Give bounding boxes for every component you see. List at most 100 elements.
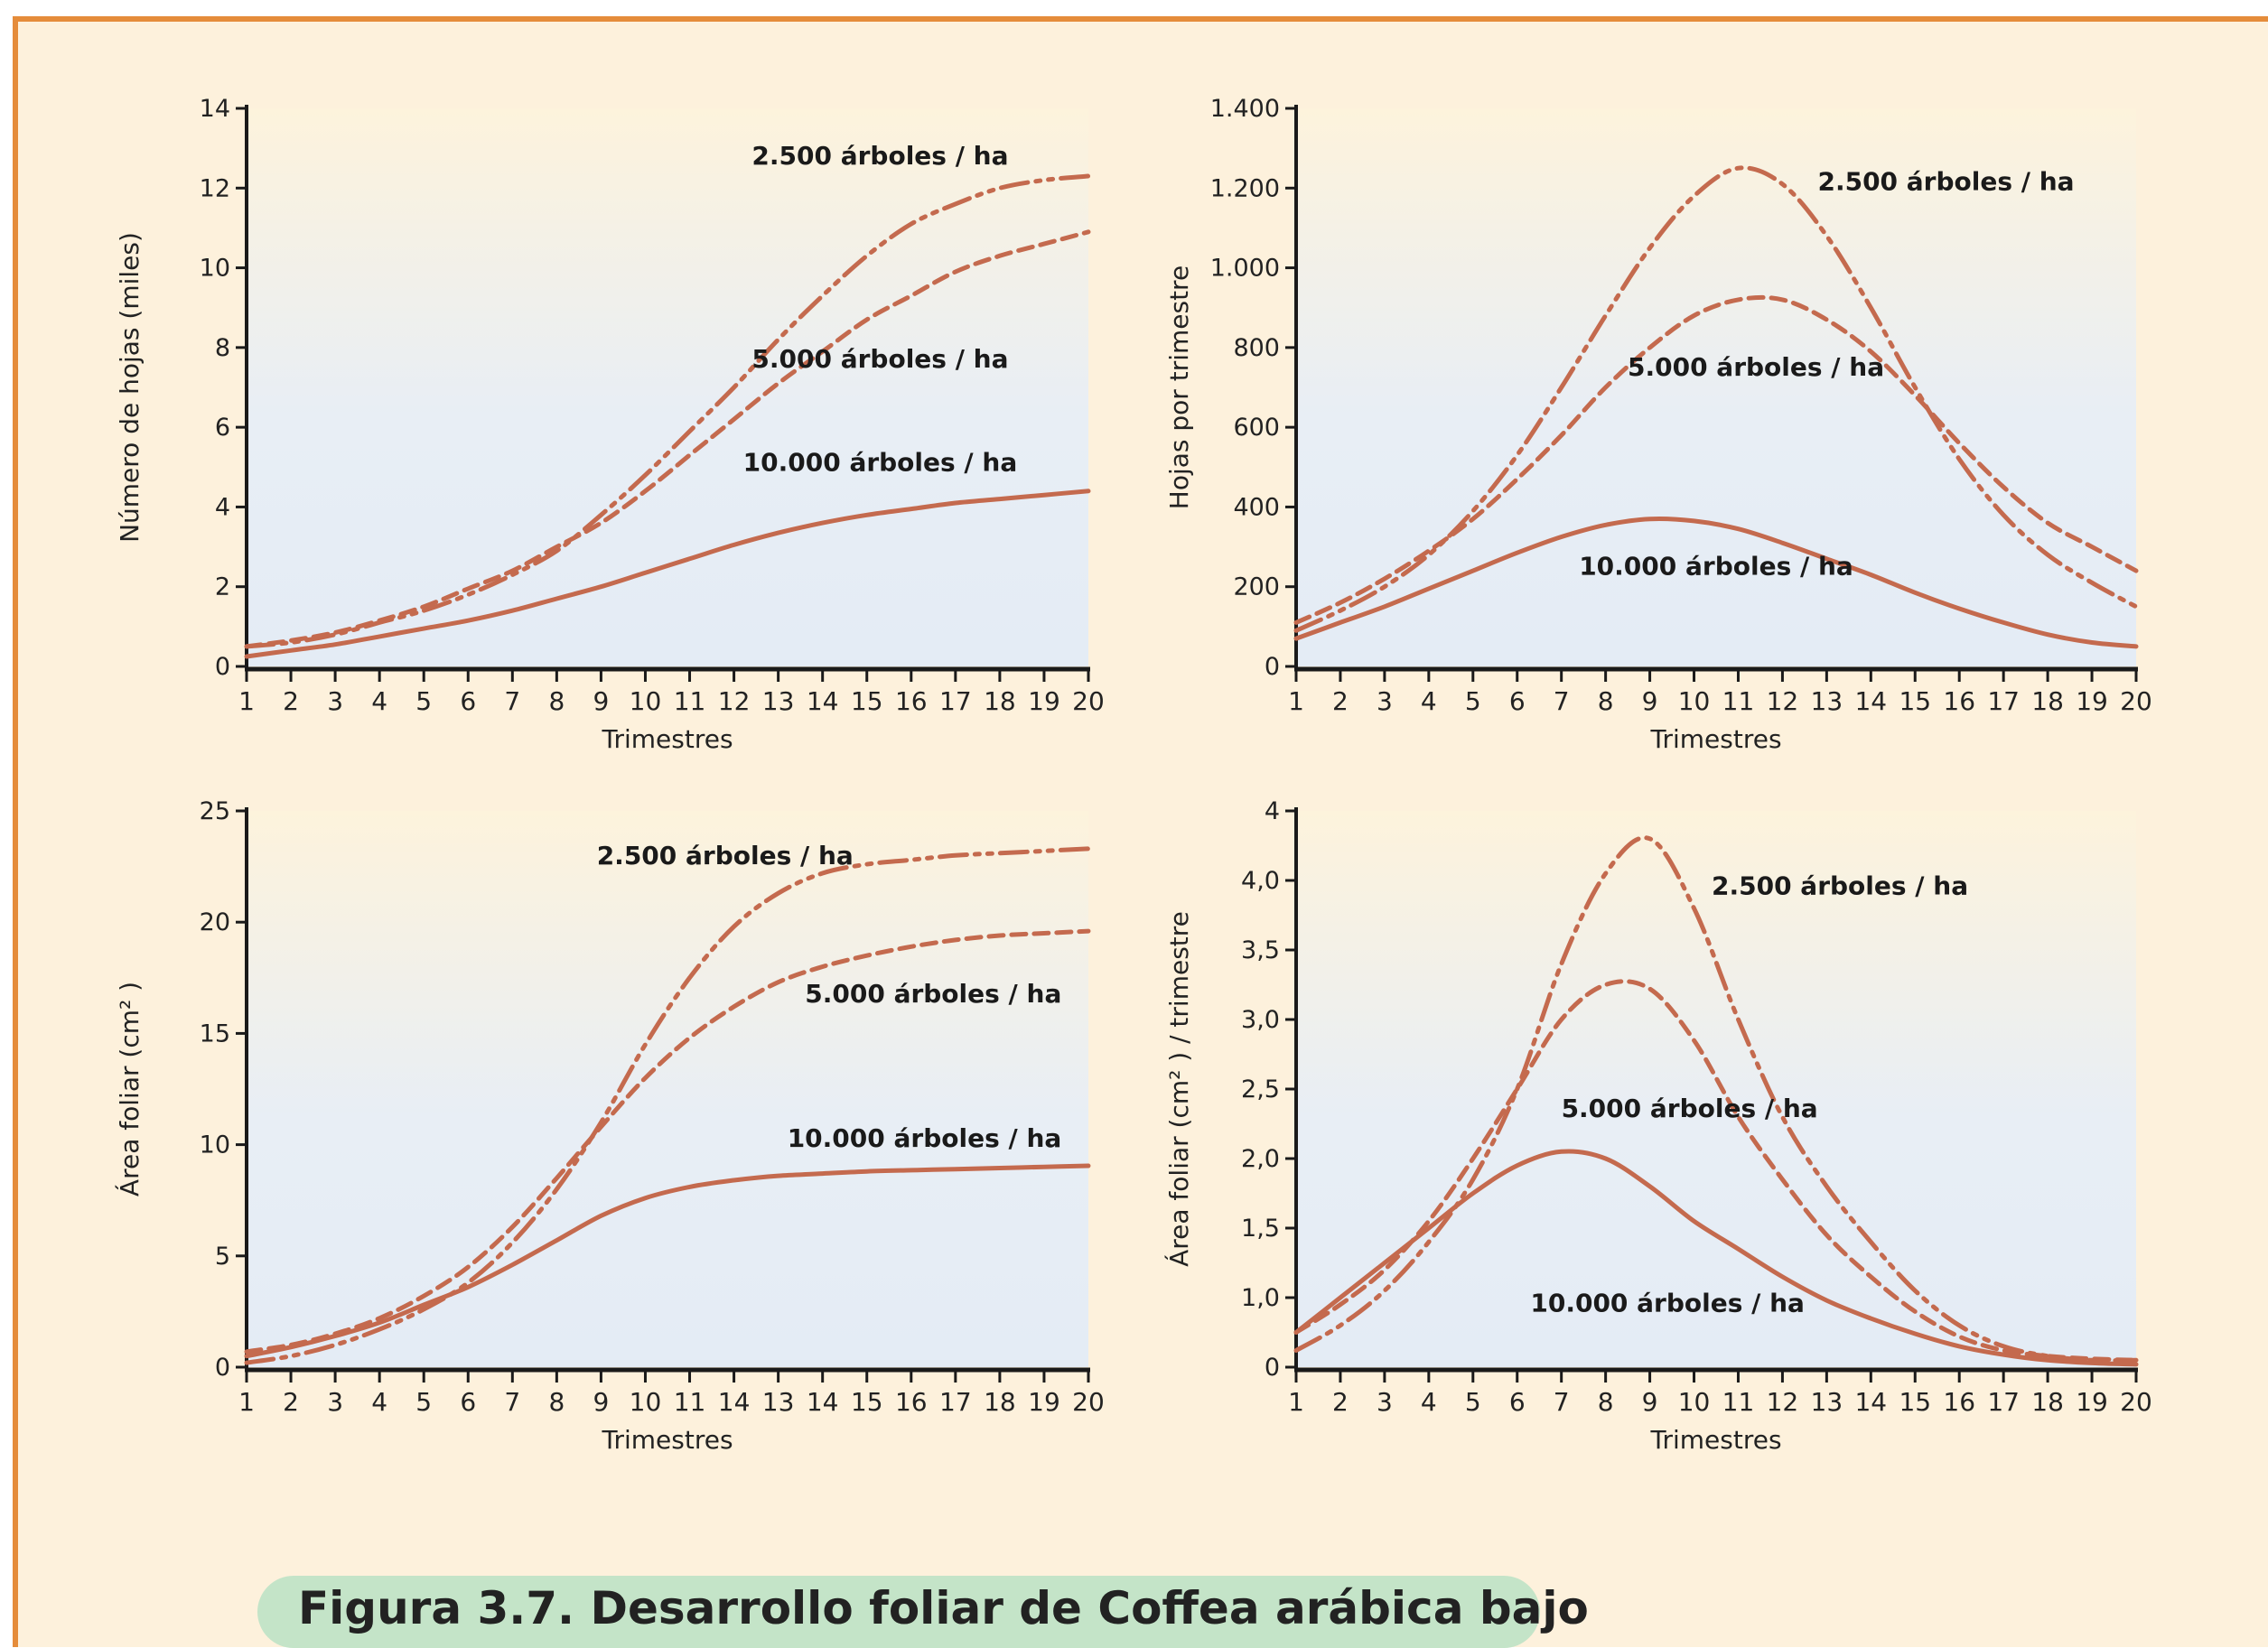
x-tick-label: 20 <box>2120 1387 2152 1417</box>
x-tick-label: 8 <box>548 686 565 716</box>
x-tick-label: 18 <box>2031 686 2064 716</box>
y-tick-label: 12 <box>200 174 230 202</box>
x-tick-label: 15 <box>1899 1387 1931 1417</box>
y-tick-label: 1.400 <box>1210 95 1280 123</box>
x-tick-label: 11 <box>1722 686 1755 716</box>
series-line <box>1293 979 2139 1363</box>
series-line <box>244 928 1091 1355</box>
x-tick-label: 1 <box>1288 686 1304 716</box>
series-label: 10.000 árboles / ha <box>743 448 1018 478</box>
y-tick-label: 10 <box>200 255 230 283</box>
series-label: 2.500 árboles / ha <box>751 141 1008 171</box>
y-tick-label: 0 <box>215 653 230 681</box>
x-tick-label: 12 <box>1767 686 1799 716</box>
y-tick-label: 25 <box>200 797 230 825</box>
x-tick-label: 20 <box>1072 1387 1105 1417</box>
figure-caption: Figura 3.7. Desarrollo foliar de Coffea … <box>298 1582 1589 1634</box>
y-axis-title: Área foliar (cm² ) / trimestre <box>1163 911 1194 1267</box>
series-line <box>1293 516 2139 649</box>
x-tick-label: 14 <box>1854 1387 1887 1417</box>
x-tick-label: 6 <box>1509 686 1526 716</box>
y-axis-title: Número de hojas (miles) <box>115 232 145 543</box>
x-tick-label: 16 <box>895 686 928 716</box>
series-line <box>244 229 1091 649</box>
x-tick-label: 11 <box>1722 1387 1755 1417</box>
x-tick-label: 18 <box>984 686 1016 716</box>
plot-area <box>247 811 1088 1367</box>
series-label: 5.000 árboles / ha <box>1562 1094 1818 1123</box>
x-tick-label: 4 <box>371 1387 387 1417</box>
y-tick-label: 15 <box>200 1020 230 1047</box>
x-tick-label: 1 <box>238 1387 255 1417</box>
y-tick-label: 600 <box>1233 414 1280 442</box>
x-tick-label: 20 <box>1072 686 1105 716</box>
x-tick-label: 4 <box>1421 1387 1437 1417</box>
x-tick-label: 6 <box>1509 1387 1526 1417</box>
x-tick-label: 14 <box>807 686 839 716</box>
series-line <box>1293 1149 2139 1367</box>
x-tick-label: 16 <box>895 1387 928 1417</box>
x-tick-label: 19 <box>2076 686 2108 716</box>
series-label: 2.500 árboles / ha <box>597 841 854 871</box>
x-tick-label: 14 <box>1854 686 1887 716</box>
x-tick-label: 18 <box>984 1387 1016 1417</box>
plot-area <box>247 108 1088 666</box>
x-tick-label: 3 <box>327 1387 343 1417</box>
x-tick-label: 2 <box>1332 686 1349 716</box>
x-tick-label: 3 <box>1377 1387 1393 1417</box>
x-tick-label: 13 <box>762 1387 795 1417</box>
x-tick-label: 11 <box>674 1387 706 1417</box>
x-tick-label: 6 <box>460 1387 476 1417</box>
x-tick-label: 13 <box>1811 1387 1843 1417</box>
x-tick-label: 7 <box>1554 1387 1570 1417</box>
x-tick-label: 8 <box>1598 686 1614 716</box>
x-tick-label: 9 <box>1642 1387 1658 1417</box>
y-tick-label: 3,5 <box>1241 936 1280 964</box>
x-tick-label: 15 <box>1899 686 1931 716</box>
y-tick-label: 5 <box>215 1243 230 1271</box>
x-tick-label: 17 <box>939 1387 972 1417</box>
y-tick-label: 4 <box>215 493 230 521</box>
x-tick-label: 9 <box>593 1387 610 1417</box>
plot-area <box>1296 108 2136 666</box>
x-tick-label: 10 <box>630 1387 662 1417</box>
y-tick-label: 3,0 <box>1241 1006 1280 1034</box>
series-label: 5.000 árboles / ha <box>1628 352 1884 382</box>
x-axis-title: Trimestres <box>1649 1425 1781 1455</box>
x-tick-label: 17 <box>939 686 972 716</box>
x-tick-label: 14 <box>718 1387 751 1417</box>
x-tick-label: 14 <box>807 1387 839 1417</box>
y-tick-label: 2,0 <box>1241 1145 1280 1173</box>
x-tick-label: 9 <box>1642 686 1658 716</box>
series-label: 10.000 árboles / ha <box>1530 1288 1805 1317</box>
y-tick-label: 10 <box>200 1131 230 1159</box>
x-tick-label: 1 <box>1288 1387 1304 1417</box>
x-tick-label: 16 <box>1943 1387 1975 1417</box>
y-tick-label: 1,5 <box>1241 1215 1280 1243</box>
y-tick-label: 0 <box>215 1354 230 1382</box>
x-tick-label: 13 <box>762 686 795 716</box>
x-tick-label: 13 <box>1811 686 1843 716</box>
series-label: 10.000 árboles / ha <box>1579 551 1853 581</box>
x-tick-label: 12 <box>718 686 751 716</box>
y-tick-label: 0 <box>1265 653 1280 681</box>
x-tick-label: 8 <box>1598 1387 1614 1417</box>
x-tick-label: 15 <box>851 1387 883 1417</box>
x-tick-label: 2 <box>283 686 299 716</box>
x-tick-label: 19 <box>1028 1387 1060 1417</box>
y-tick-label: 14 <box>200 95 230 123</box>
x-tick-label: 19 <box>2076 1387 2108 1417</box>
y-axis-title: Hojas por trimestre <box>1164 265 1194 509</box>
plot-area <box>1296 811 2136 1367</box>
series-label: 5.000 árboles / ha <box>805 979 1061 1009</box>
x-tick-label: 15 <box>851 686 883 716</box>
x-tick-label: 19 <box>1028 686 1060 716</box>
x-tick-label: 5 <box>415 686 432 716</box>
y-tick-label: 8 <box>215 334 230 362</box>
x-tick-label: 17 <box>1987 1387 2020 1417</box>
x-axis-title: Trimestres <box>601 1425 733 1455</box>
y-tick-label: 2,5 <box>1241 1075 1280 1103</box>
